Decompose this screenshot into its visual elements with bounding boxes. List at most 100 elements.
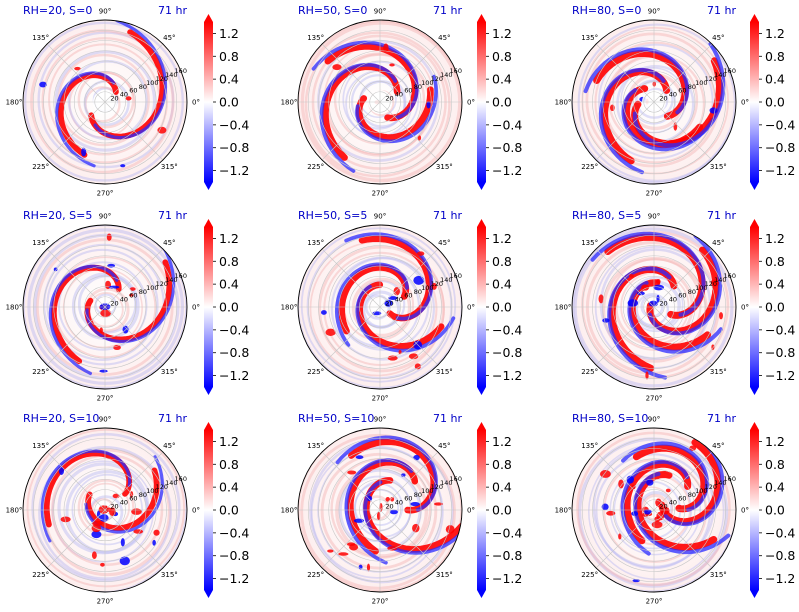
- angle-tick-label: 0°: [192, 304, 200, 312]
- angle-tick-label: 45°: [712, 442, 724, 450]
- panel-1: 0°45°90°135°180°225°270°315°20 40 60 80 1001…: [6, 4, 250, 198]
- colorbar-extend-max: [204, 422, 213, 430]
- panel-time-label: 71 hr: [158, 209, 187, 222]
- convective-cell: [414, 363, 421, 370]
- colorbar-extend-min: [477, 387, 486, 395]
- angle-tick-label: 135°: [581, 442, 598, 450]
- colorbar-tick-label: −0.8: [219, 345, 249, 360]
- angle-tick-label: 45°: [163, 239, 175, 247]
- colorbar-extend-min: [204, 590, 213, 598]
- convective-cell: [91, 551, 97, 560]
- radius-tick-label: 160: [450, 272, 462, 280]
- negative-band: [93, 20, 168, 140]
- radius-tick-label: 60: [129, 292, 137, 300]
- radius-tick-label: 100: [695, 79, 707, 87]
- angle-tick-label: 225°: [32, 571, 49, 579]
- convective-cell: [689, 445, 697, 451]
- convective-cell: [129, 287, 136, 291]
- convective-cell: [99, 514, 109, 522]
- convective-cell: [120, 538, 125, 547]
- colorbar-tick-label: 0.0: [765, 300, 785, 315]
- radius-tick-label: 160: [724, 67, 736, 75]
- grid-spoke: [653, 306, 713, 366]
- polar-frame: [571, 224, 737, 390]
- angle-tick-label: 90°: [374, 416, 386, 424]
- angle-tick-label: 135°: [307, 239, 324, 247]
- colorbar-tick-label: −0.8: [765, 548, 795, 563]
- colorbar-tick-label: −1.2: [492, 163, 522, 178]
- negative-band: [355, 284, 456, 353]
- colorbar-extend-max: [750, 422, 759, 430]
- convective-cell: [58, 466, 65, 476]
- colorbar-tick-label: 0.0: [765, 503, 785, 518]
- grid-spoke: [46, 451, 106, 511]
- convective-cell: [113, 344, 121, 351]
- panel-title: RH=80, S=0: [572, 4, 641, 17]
- panel-title: RH=50, S=5: [298, 209, 367, 222]
- colorbar: 1.2 0.8 0.4 0.0 −0.4 −0.8 −1.2: [477, 422, 522, 598]
- convective-cell: [618, 479, 624, 489]
- radius-tick-label: 40: [669, 296, 677, 304]
- panel-8: 0°45°90°135°180°225°270°315°20 40 60 80 1001…: [281, 412, 523, 606]
- convective-cell: [96, 510, 101, 519]
- radius-tick-label: 120: [156, 75, 168, 83]
- colorbar-tick-label: 0.4: [492, 277, 512, 292]
- grid-spoke: [104, 509, 164, 569]
- grid-spoke: [653, 43, 713, 103]
- radius-tick-label: 40: [395, 296, 403, 304]
- colorbar-tick-label: 0.8: [219, 49, 239, 64]
- polar-frame: [297, 427, 463, 593]
- radius-tick-label: 120: [431, 280, 443, 288]
- convective-cell: [390, 496, 395, 502]
- colorbar-tick-label: 0.4: [219, 480, 239, 495]
- radius-tick-label: 160: [175, 475, 187, 483]
- angle-tick-label: 270°: [97, 190, 114, 198]
- angle-tick-label: 90°: [99, 213, 111, 221]
- colorbar-tick-label: −0.4: [765, 322, 795, 337]
- radius-tick-label: 20: [385, 95, 393, 103]
- colorbar-tick-label: 0.4: [765, 72, 785, 87]
- colorbar-extend-max: [750, 14, 759, 22]
- positive-band: [85, 467, 160, 532]
- angle-tick-label: 315°: [161, 571, 178, 579]
- convective-cell: [709, 107, 718, 114]
- convective-cell: [661, 506, 670, 515]
- negative-band: [334, 262, 409, 347]
- colorbar-tick-label: −0.8: [219, 548, 249, 563]
- colorbar-tick-label: 0.8: [492, 49, 512, 64]
- colorbar-extend-min: [204, 387, 213, 395]
- angle-tick-label: 315°: [436, 571, 453, 579]
- colorbar-tick-label: 0.4: [219, 72, 239, 87]
- field-layer: [23, 20, 187, 184]
- radius-tick-label: 100: [146, 284, 158, 292]
- colorbar-fill: [204, 227, 213, 387]
- grid-spoke: [653, 451, 713, 511]
- polar-frame: [571, 427, 737, 593]
- colorbar-tick-label: −0.4: [492, 525, 522, 540]
- panel-2: 0°45°90°135°180°225°270°315°20 40 60 80 1001…: [281, 4, 523, 198]
- angle-tick-label: 0°: [192, 507, 200, 515]
- convective-cell: [99, 369, 108, 373]
- convective-cell: [389, 63, 395, 67]
- convective-cell: [413, 275, 425, 285]
- grid-spoke: [104, 248, 164, 308]
- radius-tick-label: 160: [175, 67, 187, 75]
- angle-tick-label: 270°: [372, 395, 389, 403]
- radius-tick-label: 140: [440, 479, 452, 487]
- negative-band: [55, 71, 116, 168]
- convective-cell: [119, 556, 130, 566]
- grid-spoke: [379, 306, 439, 366]
- angle-tick-label: 135°: [32, 34, 49, 42]
- radius-tick-label: 20: [659, 300, 667, 308]
- grid-spoke: [379, 451, 439, 511]
- radius-tick-label: 100: [695, 284, 707, 292]
- colorbar-tick-label: −1.2: [765, 368, 795, 383]
- convective-cell: [152, 539, 156, 546]
- radius-tick-label: 80: [139, 491, 147, 499]
- colorbar-tick-label: −0.4: [219, 117, 249, 132]
- angle-tick-label: 270°: [646, 190, 663, 198]
- convective-cell: [321, 310, 327, 315]
- angle-tick-label: 135°: [581, 239, 598, 247]
- panel-title: RH=80, S=5: [572, 209, 641, 222]
- angle-tick-label: 225°: [32, 163, 49, 171]
